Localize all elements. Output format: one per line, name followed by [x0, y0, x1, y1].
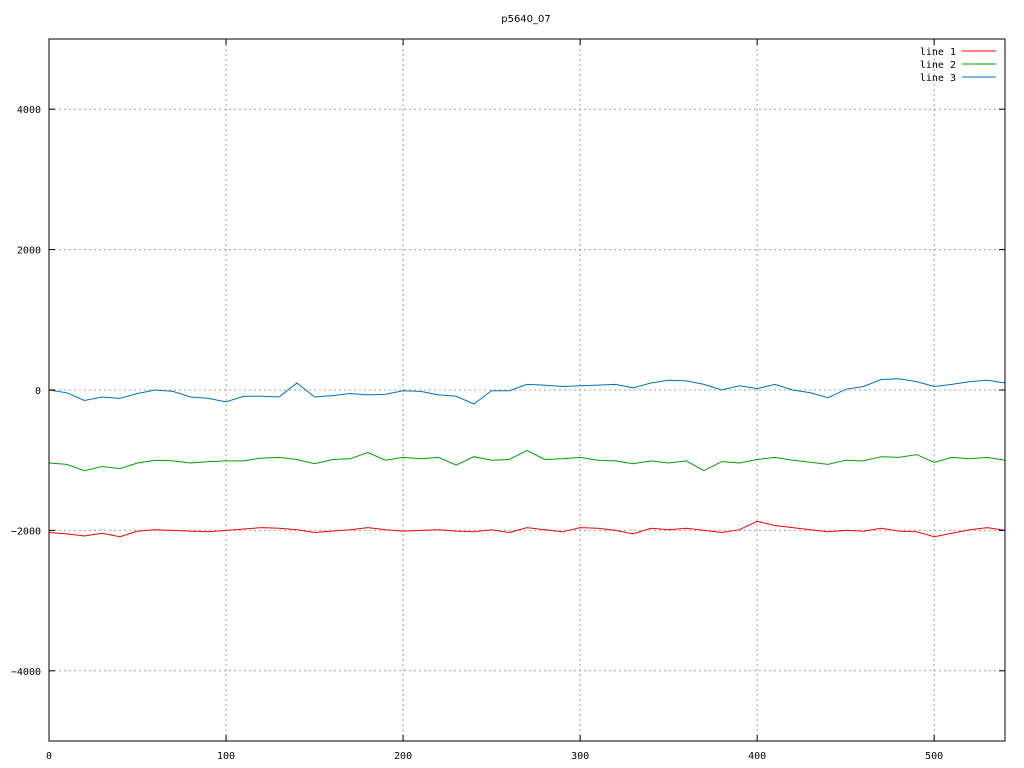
series-lines	[48, 378, 1006, 538]
series-line-3	[48, 378, 1006, 405]
x-tick-label: 300	[571, 751, 589, 762]
legend-label-1: line 1	[920, 47, 956, 58]
legend-label-3: line 3	[920, 73, 956, 84]
x-tick-label: 0	[46, 751, 52, 762]
y-tick-label: 0	[35, 386, 41, 397]
series-line-2	[48, 449, 1006, 472]
axis-ticks: 0 100 200 300 400 500 −4000 −2000 0 2000 4000	[11, 39, 1005, 762]
legend: line 1 line 2 line 3	[920, 47, 996, 84]
x-tick-label: 500	[925, 751, 943, 762]
x-tick-label: 200	[394, 751, 412, 762]
y-tick-label: −4000	[11, 667, 41, 678]
legend-label-2: line 2	[920, 60, 956, 71]
grid	[49, 39, 1005, 741]
plot-frame	[48, 38, 1006, 742]
x-tick-label: 400	[748, 751, 766, 762]
y-tick-label: 4000	[17, 105, 41, 116]
y-tick-label: −2000	[11, 526, 41, 537]
chart-title: p5640_07	[501, 14, 551, 25]
y-tick-label: 2000	[17, 246, 41, 257]
series-line-1	[48, 520, 1006, 538]
x-tick-label: 100	[217, 751, 235, 762]
